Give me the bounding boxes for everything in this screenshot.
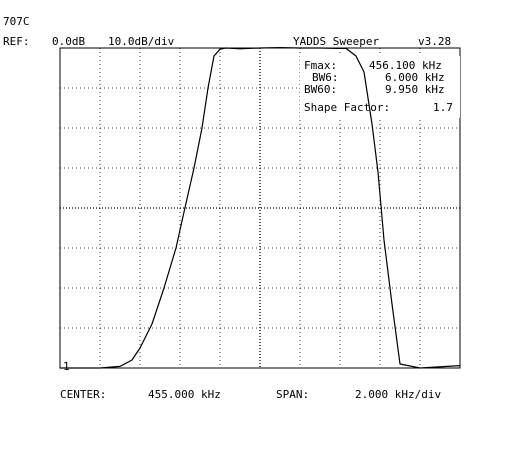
center-value: 455.000 kHz	[148, 388, 221, 401]
plot-grid	[59, 47, 461, 369]
center-label: CENTER:	[60, 388, 107, 401]
ref-label: REF:	[3, 35, 30, 48]
ref-value: 0.0dB	[52, 35, 86, 48]
measurement-label-bw6: BW6:	[312, 71, 339, 84]
measurement-value-fmax: 456.100 kHz	[369, 59, 442, 72]
version-label: v3.28	[418, 35, 452, 48]
response-trace	[60, 47, 461, 369]
marker-label: 1	[63, 360, 70, 373]
measurement-label-shape-factor: Shape Factor:	[304, 101, 391, 114]
trace-layer	[60, 47, 461, 369]
device-id-label: 707C	[3, 15, 30, 28]
measurement-value-bw60: 9.950 kHz	[385, 83, 445, 96]
span-value: 2.000 kHz/div	[355, 388, 442, 401]
measurement-value-bw6: 6.000 kHz	[385, 71, 445, 84]
vertical-scale: 10.0dB/div	[108, 35, 175, 48]
measurement-label-bw60: BW60:	[304, 83, 338, 96]
app-title: YADDS Sweeper	[293, 35, 380, 48]
measurement-value-shape-factor: 1.7	[433, 101, 453, 114]
span-label: SPAN:	[276, 388, 310, 401]
measurement-label-fmax: Fmax:	[304, 59, 338, 72]
measurement-box	[300, 56, 460, 118]
